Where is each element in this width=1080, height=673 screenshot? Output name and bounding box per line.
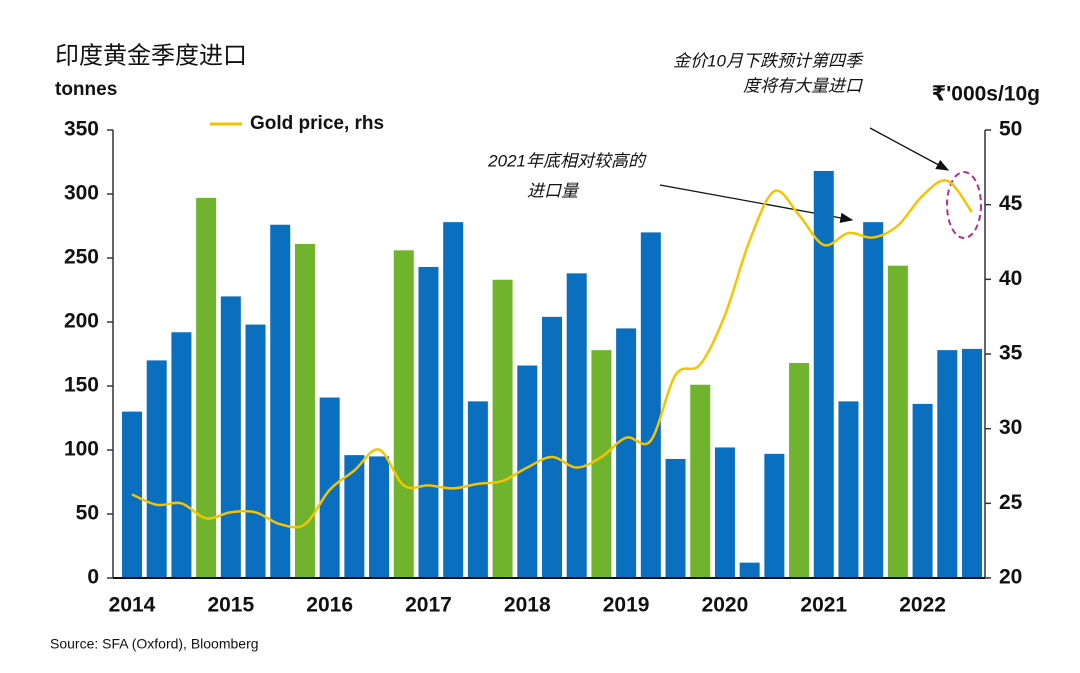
y2-axis-label: ₹'000s/10g: [932, 83, 1040, 106]
x-tick-label: 2017: [405, 594, 452, 617]
bar: [467, 401, 488, 578]
bar: [492, 279, 513, 578]
line-series: [131, 179, 974, 529]
y-tick-label: 100: [64, 438, 99, 461]
bar: [665, 458, 686, 578]
bar: [146, 360, 167, 578]
y2-tick-label: 35: [999, 342, 1023, 365]
x-tick-label: 2015: [207, 594, 254, 617]
bar: [294, 243, 315, 579]
bar: [640, 232, 661, 578]
y-tick-label: 350: [64, 118, 99, 141]
bar: [369, 456, 390, 578]
annotation: 进口量: [527, 181, 580, 200]
x-tick-label: 2019: [603, 594, 650, 617]
bar: [344, 455, 365, 578]
bar: [714, 447, 735, 578]
x-tick-label: 2014: [109, 594, 156, 617]
bar: [789, 362, 810, 578]
bar: [443, 222, 464, 578]
y-tick-label: 150: [64, 374, 99, 397]
bar: [937, 350, 958, 578]
annotation: 金价10月下跌预计第四季: [673, 51, 864, 70]
bar: [690, 384, 711, 578]
x-tick-label: 2021: [800, 594, 847, 617]
bar: [591, 350, 612, 578]
arrow: [869, 127, 950, 171]
y-axis-label: tonnes: [55, 79, 117, 100]
y2-tick-label: 50: [999, 118, 1022, 141]
bar: [245, 324, 266, 578]
bar: [171, 332, 192, 578]
y2-tick-label: 40: [999, 267, 1022, 290]
bar: [962, 348, 982, 578]
x-tick-label: 2020: [702, 594, 749, 617]
source: Source: SFA (Oxford), Bloomberg: [50, 636, 259, 652]
y-tick-label: 200: [64, 310, 99, 333]
bar: [887, 265, 908, 578]
bar: [220, 296, 241, 578]
x-tick-label: 2016: [306, 594, 353, 617]
legend-label: Gold price, rhs: [250, 113, 384, 134]
bar: [912, 403, 933, 578]
bar: [739, 562, 760, 578]
chart-title: 印度黄金季度进口: [55, 42, 247, 69]
y2-tick-label: 45: [999, 192, 1023, 215]
bar: [616, 328, 637, 578]
y2-tick-label: 30: [999, 416, 1022, 439]
y-tick-label: 50: [76, 502, 99, 525]
bar: [566, 273, 587, 578]
bar: [319, 397, 340, 578]
bar: [863, 222, 884, 578]
bar: [196, 197, 217, 578]
x-tick-label: 2018: [504, 594, 551, 617]
x-tick-label: 2022: [899, 594, 946, 617]
bar: [418, 266, 439, 578]
annotation: 2021年底相对较高的: [487, 151, 647, 170]
bar: [517, 365, 538, 578]
highlight-ellipse: [946, 171, 982, 239]
bar: [270, 224, 291, 578]
bar: [813, 170, 834, 578]
bar: [838, 401, 859, 578]
y-tick-label: 250: [64, 246, 99, 269]
bar: [764, 453, 785, 578]
bar: [393, 250, 414, 578]
y-tick-label: 0: [87, 566, 99, 589]
bar: [542, 316, 562, 578]
y2-tick-label: 20: [999, 566, 1022, 589]
y2-tick-label: 25: [999, 491, 1023, 514]
y-tick-label: 300: [64, 182, 99, 205]
annotation: 度将有大量进口: [743, 76, 864, 95]
